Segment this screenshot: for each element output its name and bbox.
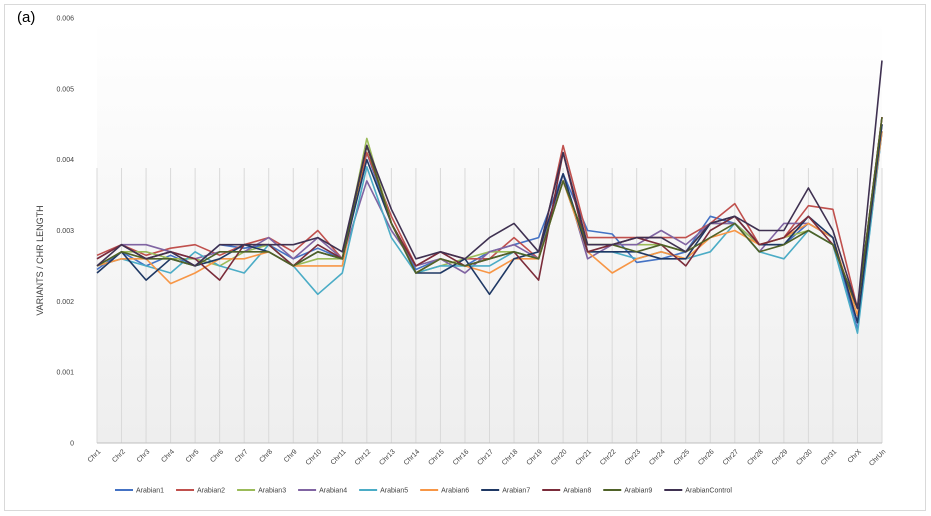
x-tick-label-chrx: ChrX	[847, 448, 863, 464]
x-tick-label-chr31: Chr31	[820, 448, 839, 467]
x-tick-label-chr27: Chr27	[722, 448, 741, 467]
x-axis: Chr1 Chr2 Chr3 Chr4 Chr5 Chr6 Chr7 Chr8 Chr9 Chr1…	[87, 448, 888, 467]
legend-label-arabian1: Arabian1	[136, 488, 164, 495]
x-tick-label-chr28: Chr28	[746, 448, 765, 467]
x-tick-label-chr10: Chr10	[305, 448, 324, 467]
legend-label-arabian2: Arabian2	[197, 488, 225, 495]
series-line-arabian9	[96, 117, 883, 310]
x-tick-label-chr29: Chr29	[771, 448, 790, 467]
x-tick-label-chr20: Chr20	[550, 448, 569, 467]
legend-label-arabian6: Arabian6	[441, 488, 469, 495]
y-axis: 0 0.001 0.002 0.003 0.004 0.005 0.006	[56, 16, 74, 448]
y-tick-label-0-006: 0.006	[56, 16, 74, 23]
x-tick-label-chr21: Chr21	[575, 448, 594, 467]
legend-label-arabian3: Arabian3	[258, 488, 286, 495]
x-tick-label-chr1: Chr1	[87, 448, 103, 464]
y-tick-label-0: 0	[70, 441, 74, 448]
legend: Arabian1 Arabian2 Arabian3 Arabian4 Arabian5…	[115, 488, 732, 495]
panel-label: (a)	[17, 9, 35, 26]
x-tick-label-chr14: Chr14	[403, 448, 422, 467]
x-tick-label-chr19: Chr19	[526, 448, 545, 467]
series-line-arabian6	[96, 131, 883, 317]
legend-label-arabian7: Arabian7	[502, 488, 530, 495]
x-tick-label-chr22: Chr22	[599, 448, 618, 467]
x-tick-label-chr3: Chr3	[136, 448, 152, 464]
series-lines	[96, 60, 883, 335]
x-tick-label-chr30: Chr30	[795, 448, 814, 467]
x-tick-label-chr7: Chr7	[234, 448, 250, 464]
series-line-arabiancontrol	[96, 60, 883, 310]
x-tick-label-chr18: Chr18	[501, 448, 520, 467]
x-tick-label-chr9: Chr9	[283, 448, 299, 464]
x-tick-label-chr26: Chr26	[697, 448, 716, 467]
x-tick-label-chr11: Chr11	[330, 448, 348, 466]
y-tick-label-0-005: 0.005	[56, 86, 74, 93]
x-tick-label-chr6: Chr6	[209, 448, 225, 464]
x-tick-label-chrun: ChrUn	[868, 448, 887, 467]
x-tick-label-chr17: Chr17	[476, 448, 495, 467]
legend-label-arabian5: Arabian5	[380, 488, 408, 495]
x-tick-label-chr5: Chr5	[185, 448, 201, 464]
x-tick-label-chr24: Chr24	[648, 448, 667, 467]
x-tick-label-chr25: Chr25	[673, 448, 692, 467]
x-tick-label-chr16: Chr16	[452, 448, 471, 467]
legend-label-arabian8: Arabian8	[563, 488, 591, 495]
legend-label-arabiancontrol: ArabianControl	[685, 488, 732, 495]
y-tick-label-0-003: 0.003	[56, 228, 74, 235]
x-tick-label-chr13: Chr13	[378, 448, 397, 467]
x-tick-label-chr15: Chr15	[427, 448, 446, 467]
legend-label-arabian4: Arabian4	[319, 488, 347, 495]
legend-label-arabian9: Arabian9	[624, 488, 652, 495]
y-tick-label-0-002: 0.002	[56, 299, 74, 306]
x-tick-label-chr12: Chr12	[354, 448, 373, 467]
x-tick-label-chr23: Chr23	[624, 448, 643, 467]
y-tick-label-0-004: 0.004	[56, 157, 74, 164]
x-tick-label-chr2: Chr2	[111, 448, 127, 464]
x-tick-label-chr8: Chr8	[258, 448, 274, 464]
y-axis-title: VARIANTS / CHR LENGTH	[35, 205, 45, 315]
x-tick-label-chr4: Chr4	[160, 448, 176, 464]
y-tick-label-0-001: 0.001	[56, 370, 74, 377]
